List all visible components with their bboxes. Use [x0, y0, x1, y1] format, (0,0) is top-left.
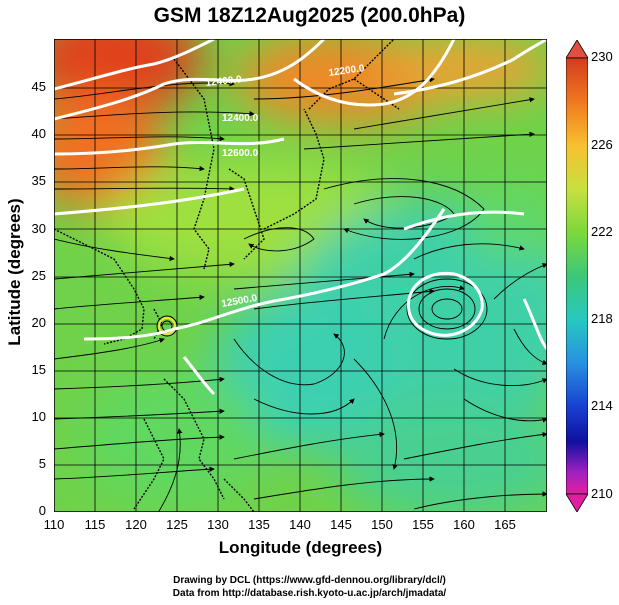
- map-plot: 12200.0 12400.0 12400.0 12600.0 12500.0: [54, 39, 547, 512]
- y-tick-label: 40: [31, 126, 46, 141]
- x-tick-label: 115: [84, 517, 106, 532]
- x-tick-label: 135: [248, 517, 270, 532]
- contour-label: 12400.0: [222, 113, 259, 124]
- colorbar-label: 226: [591, 137, 613, 152]
- y-tick-label: 25: [31, 268, 46, 283]
- y-tick-label: 20: [31, 315, 46, 330]
- y-tick-label: 10: [31, 409, 46, 424]
- chart-title: GSM 18Z12Aug2025 (200.0hPa): [153, 4, 466, 27]
- color-bar: [566, 40, 588, 512]
- credit-line-data: Data from http://database.rish.kyoto-u.a…: [172, 588, 447, 599]
- y-tick-label: 0: [38, 503, 46, 518]
- credit-line-drawing: Drawing by DCL (https://www.gfd-dennou.o…: [173, 575, 446, 586]
- colorbar-label: 222: [591, 224, 613, 239]
- x-axis-label: Longitude (degrees): [218, 538, 383, 557]
- contour-label: 12400.0: [205, 74, 243, 89]
- x-tick-label: 150: [371, 517, 393, 532]
- x-tick-label: 120: [125, 517, 147, 532]
- x-tick-label: 110: [43, 517, 65, 532]
- x-tick-label: 165: [494, 517, 516, 532]
- x-tick-label: 125: [166, 517, 188, 532]
- x-tick-label: 160: [453, 517, 475, 532]
- y-tick-label: 5: [38, 456, 46, 471]
- y-tick-label: 30: [31, 221, 46, 236]
- colorbar-label: 230: [591, 49, 613, 64]
- y-tick-label: 15: [31, 362, 46, 377]
- y-tick-label: 35: [31, 173, 46, 188]
- y-tick-label: 45: [31, 79, 46, 94]
- x-tick-label: 130: [207, 517, 229, 532]
- colorbar-label: 214: [591, 398, 613, 413]
- contour-label: 12200.0: [328, 63, 366, 79]
- x-tick-label: 155: [412, 517, 434, 532]
- x-tick-label: 140: [289, 517, 311, 532]
- x-tick-label: 145: [330, 517, 352, 532]
- colorbar-label: 210: [591, 486, 613, 501]
- contour-label: 12600.0: [222, 148, 259, 159]
- y-axis-label: Latitude (degrees): [5, 198, 24, 346]
- colorbar-label: 218: [591, 311, 613, 326]
